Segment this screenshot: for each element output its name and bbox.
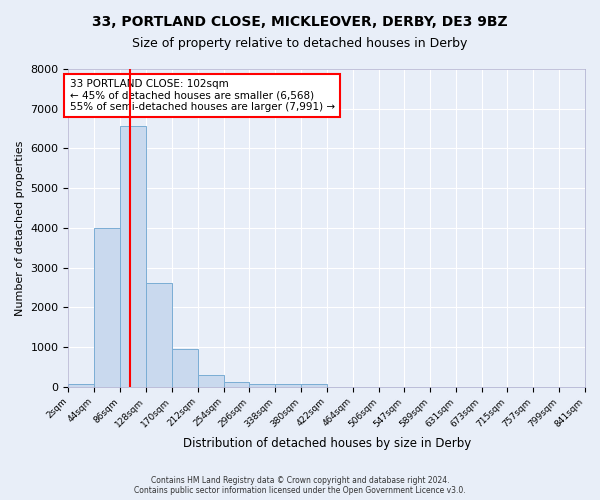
Bar (146, 283, 172, 387)
Bar (301, 384, 327, 387)
Text: Contains HM Land Registry data © Crown copyright and database right 2024.
Contai: Contains HM Land Registry data © Crown c… (134, 476, 466, 495)
Bar (68, 384, 94, 387)
Bar (120, 126, 146, 387)
Bar (94, 228, 120, 387)
Bar (172, 348, 198, 387)
Text: Size of property relative to detached houses in Derby: Size of property relative to detached ho… (133, 38, 467, 51)
Bar (224, 382, 250, 387)
X-axis label: Distribution of detached houses by size in Derby: Distribution of detached houses by size … (182, 437, 471, 450)
Bar (198, 374, 224, 387)
Text: 33, PORTLAND CLOSE, MICKLEOVER, DERBY, DE3 9BZ: 33, PORTLAND CLOSE, MICKLEOVER, DERBY, D… (92, 15, 508, 29)
Bar (275, 384, 301, 387)
Bar (250, 384, 275, 387)
Text: 33 PORTLAND CLOSE: 102sqm
← 45% of detached houses are smaller (6,568)
55% of se: 33 PORTLAND CLOSE: 102sqm ← 45% of detac… (70, 79, 335, 112)
Y-axis label: Number of detached properties: Number of detached properties (15, 140, 25, 316)
